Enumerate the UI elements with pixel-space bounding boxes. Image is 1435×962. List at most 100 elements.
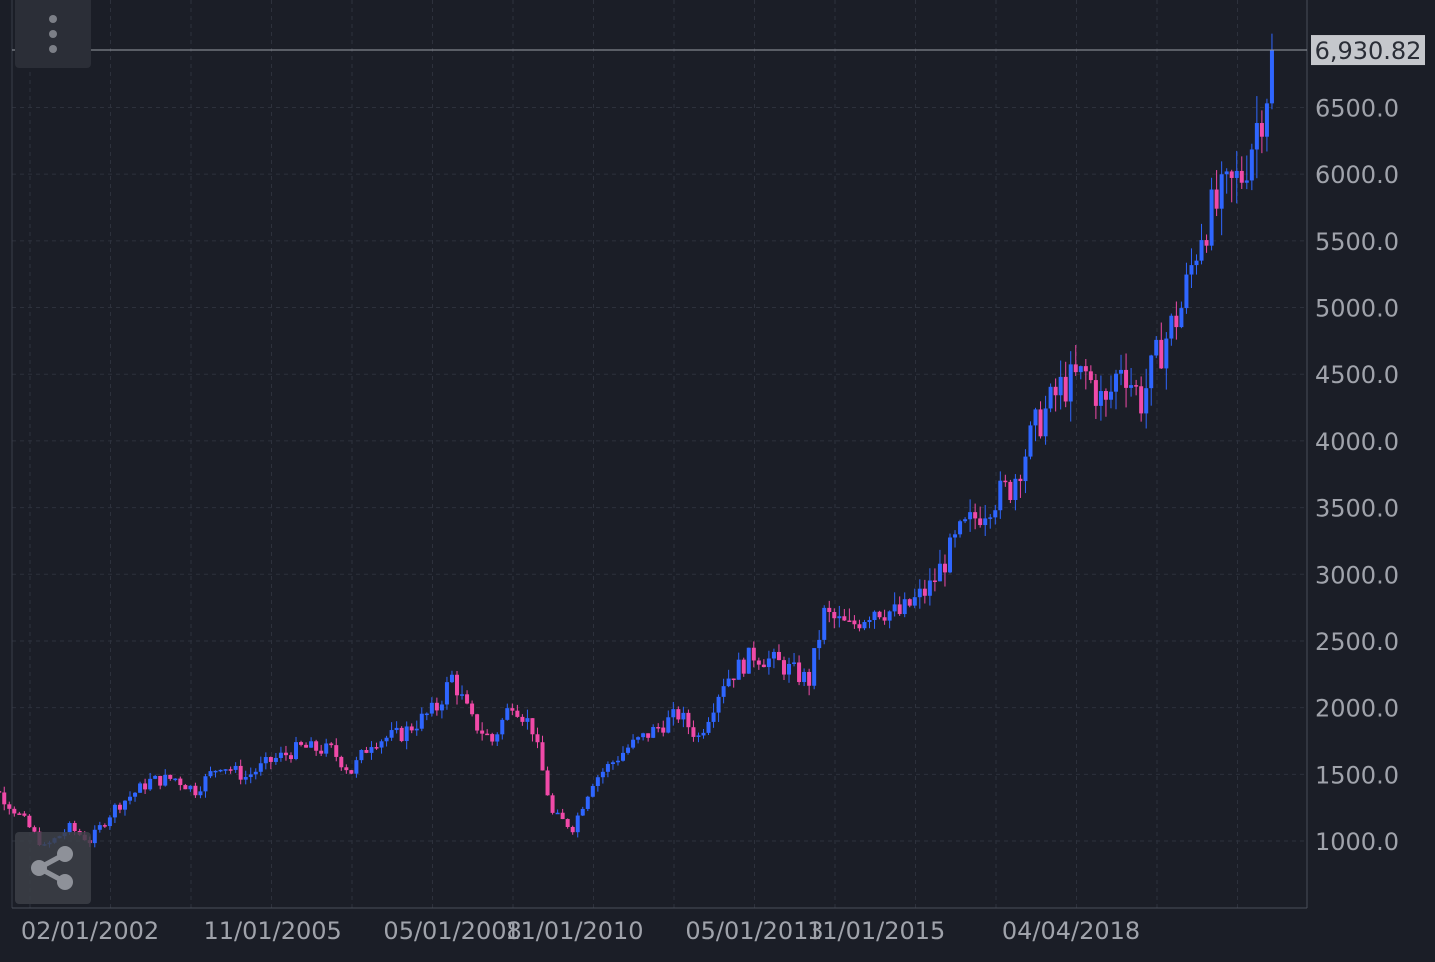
candle-body: [32, 827, 37, 832]
candle-body: [304, 744, 309, 748]
candle-body: [545, 770, 550, 796]
candle-body: [384, 737, 389, 742]
candle-body: [424, 713, 429, 716]
candle-body: [1108, 391, 1113, 400]
candle-body: [283, 752, 288, 756]
candle-body: [515, 710, 520, 717]
candle-body: [1124, 369, 1129, 388]
share-button[interactable]: [15, 832, 91, 904]
candle-body: [299, 742, 304, 745]
candle-body: [374, 747, 379, 749]
candle-body: [153, 775, 158, 779]
candle-body: [183, 785, 188, 790]
candle-body: [1013, 478, 1018, 500]
candle-body: [148, 778, 153, 790]
candle-body: [394, 727, 399, 731]
candle-body: [610, 762, 615, 765]
candle-body: [359, 749, 364, 761]
candle-body: [535, 734, 540, 743]
candle-body: [213, 770, 218, 773]
candle-body: [22, 813, 27, 816]
candle-body: [696, 735, 701, 737]
y-tick-label: 6500.0: [1315, 95, 1399, 123]
menu-dot-icon: [49, 15, 57, 23]
plot-area: [12, 0, 1307, 908]
candle-body: [751, 647, 756, 661]
candle-body: [334, 745, 339, 757]
candle-body: [636, 737, 641, 740]
candle-body: [409, 726, 414, 731]
candle-body: [490, 734, 495, 742]
last-price-label: 6,930.82: [1315, 37, 1422, 65]
y-tick-label: 5000.0: [1315, 295, 1399, 323]
candle-body: [258, 763, 263, 772]
candle-body: [771, 651, 776, 659]
candle-body: [731, 678, 736, 681]
candle-body: [686, 712, 691, 728]
candle-body: [1214, 189, 1219, 209]
candle-body: [862, 622, 867, 629]
candle-body: [1179, 308, 1184, 328]
candle-body: [1154, 339, 1159, 356]
candle-body: [1149, 355, 1154, 389]
candle-body: [892, 604, 897, 612]
candle-body: [112, 804, 117, 818]
candle-body: [1169, 315, 1174, 339]
candle-body: [917, 588, 922, 598]
candle-body: [852, 620, 857, 625]
candle-body: [857, 624, 862, 629]
candle-body: [641, 733, 646, 738]
menu-dot-icon: [49, 30, 57, 38]
candle-body: [0, 791, 2, 793]
candle-body: [1219, 174, 1224, 209]
candle-body: [72, 823, 77, 832]
candle-body: [580, 808, 585, 816]
candle-body: [706, 721, 711, 733]
menu-dot-icon: [49, 45, 57, 53]
candle-body: [122, 800, 127, 810]
y-tick-label: 4500.0: [1315, 361, 1399, 389]
candle-body: [1003, 480, 1008, 483]
y-tick-label: 6000.0: [1315, 161, 1399, 189]
chart-menu-button[interactable]: [15, 0, 91, 68]
candle-body: [1189, 265, 1194, 275]
candle-body: [1144, 388, 1149, 414]
candle-body: [1209, 189, 1214, 246]
candle-body: [444, 682, 449, 705]
candle-body: [485, 733, 490, 736]
candle-body: [117, 804, 122, 810]
candle-body: [691, 727, 696, 737]
candle-body: [218, 769, 223, 772]
candle-body: [671, 709, 676, 718]
candle-body: [309, 741, 314, 748]
candle-body: [947, 537, 952, 573]
candle-body: [1119, 369, 1124, 374]
candle-body: [530, 718, 535, 735]
candle-body: [1073, 364, 1078, 373]
candle-body: [354, 760, 359, 774]
candle-body: [233, 765, 238, 770]
candle-body: [832, 611, 837, 619]
candle-body: [414, 728, 419, 731]
candle-body: [133, 792, 138, 797]
candle-body: [1103, 391, 1108, 400]
candle-body: [1088, 371, 1093, 381]
candle-body: [1244, 180, 1249, 183]
candle-body: [1249, 149, 1254, 181]
candle-body: [364, 749, 369, 753]
candle-body: [520, 716, 525, 722]
candle-body: [1269, 50, 1274, 104]
candle-body: [248, 774, 253, 777]
candle-body: [1068, 364, 1073, 402]
candle-body: [168, 774, 173, 779]
candle-body: [822, 607, 827, 640]
candle-body: [741, 659, 746, 674]
candle-body: [1224, 171, 1229, 175]
candle-body: [787, 663, 792, 675]
candle-body: [927, 580, 932, 596]
candle-body: [495, 734, 500, 742]
candle-body: [1184, 274, 1189, 309]
candle-body: [590, 785, 595, 797]
y-tick-label: 1000.0: [1315, 828, 1399, 856]
